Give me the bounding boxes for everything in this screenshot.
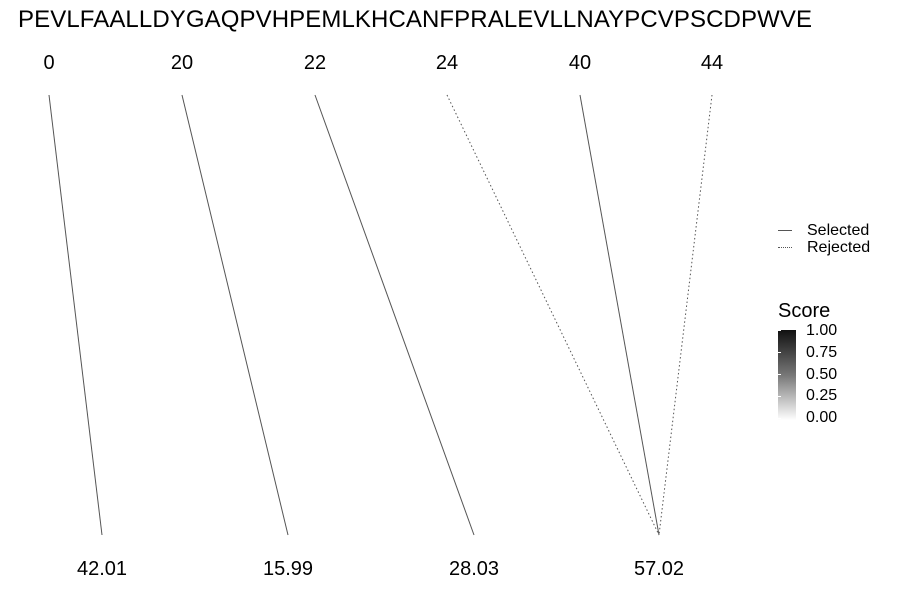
score-legend: Score 1.00 0.75 0.50 0.25 0.00 — [778, 300, 837, 426]
selected-link-line — [48, 94, 103, 536]
colorbar-tickmark — [778, 352, 781, 353]
solid-line-key — [778, 230, 792, 231]
colorbar-tickmark — [778, 396, 781, 397]
score-colorbar — [778, 330, 796, 420]
selected-link-line — [579, 94, 660, 536]
legend-item-rejected: Rejected — [778, 239, 870, 256]
colorbar-tickmark — [778, 330, 781, 331]
bottom-tick-label: 15.99 — [262, 558, 314, 580]
legend-label-rejected: Rejected — [807, 239, 871, 256]
selected-link-line — [314, 94, 475, 536]
colorbar-tickmark — [778, 418, 781, 419]
bottom-tick-label: 57.02 — [633, 558, 685, 580]
top-tick-label: 20 — [170, 52, 194, 74]
colorbar-tick-label: 0.50 — [806, 366, 838, 383]
dotted-line-key — [778, 247, 792, 248]
bottom-tick-label: 42.01 — [76, 558, 128, 580]
colorbar-tick-label: 0.75 — [806, 344, 838, 361]
bottom-tick-label: 28.03 — [448, 558, 500, 580]
selected-link-line — [181, 94, 289, 536]
legend-item-selected: Selected — [778, 222, 870, 239]
score-colorbar-wrap: 1.00 0.75 0.50 0.25 0.00 — [778, 323, 837, 426]
rejected-link-line — [658, 94, 713, 536]
colorbar-tick-label: 0.25 — [806, 387, 838, 404]
top-tick-label: 24 — [435, 52, 459, 74]
colorbar-tick-label: 0.00 — [806, 409, 838, 426]
rejected-link-line — [446, 94, 660, 536]
linetype-legend: Selected Rejected — [778, 222, 870, 256]
sequence-label: PEVLFAALLDYGAQPVHPEMLKHCANFPRALEVLLNAYPC… — [18, 6, 813, 33]
top-tick-label: 22 — [303, 52, 327, 74]
colorbar-tickmark — [778, 374, 781, 375]
score-legend-title: Score — [778, 300, 831, 322]
top-tick-label: 44 — [700, 52, 724, 74]
colorbar-tick-label: 1.00 — [806, 322, 838, 339]
top-tick-label: 40 — [568, 52, 592, 74]
top-tick-label: 0 — [43, 52, 55, 74]
legend-label-selected: Selected — [807, 222, 870, 239]
